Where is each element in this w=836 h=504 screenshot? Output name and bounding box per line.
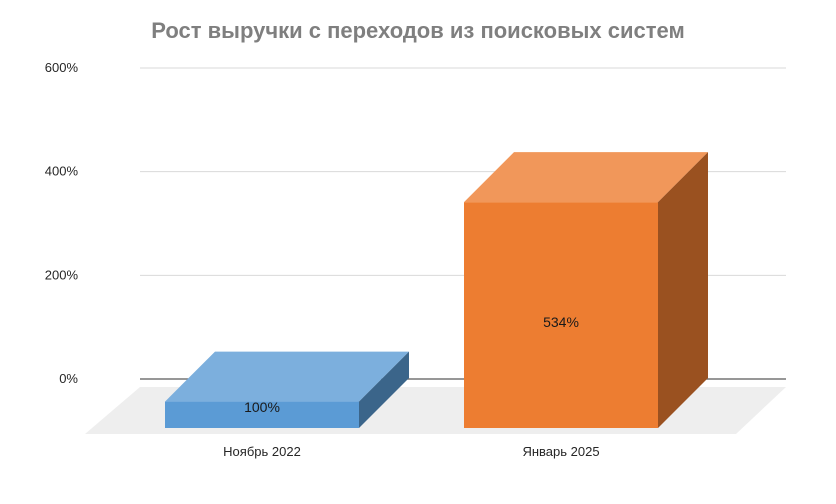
- bar-top: [165, 351, 409, 402]
- bars: [165, 152, 708, 429]
- data-label: 100%: [244, 399, 280, 415]
- y-tick-label: 600%: [45, 60, 79, 75]
- y-tick-label: 400%: [45, 164, 79, 179]
- bar-front: [165, 401, 359, 428]
- x-category-label: Январь 2025: [522, 444, 599, 459]
- bar-side: [658, 152, 708, 429]
- y-tick-label: 200%: [45, 267, 79, 282]
- x-category-label: Ноябрь 2022: [223, 444, 301, 459]
- bar-front: [464, 202, 658, 428]
- chart-title: Рост выручки с переходов из поисковых си…: [151, 18, 685, 43]
- y-tick-label: 0%: [59, 371, 78, 386]
- labels: 0% 200% 400% 600% 100% Ноябрь 2022 534% Январь …: [45, 60, 600, 459]
- data-label: 534%: [543, 314, 579, 330]
- bar-side: [359, 351, 409, 428]
- bar-top: [464, 152, 708, 203]
